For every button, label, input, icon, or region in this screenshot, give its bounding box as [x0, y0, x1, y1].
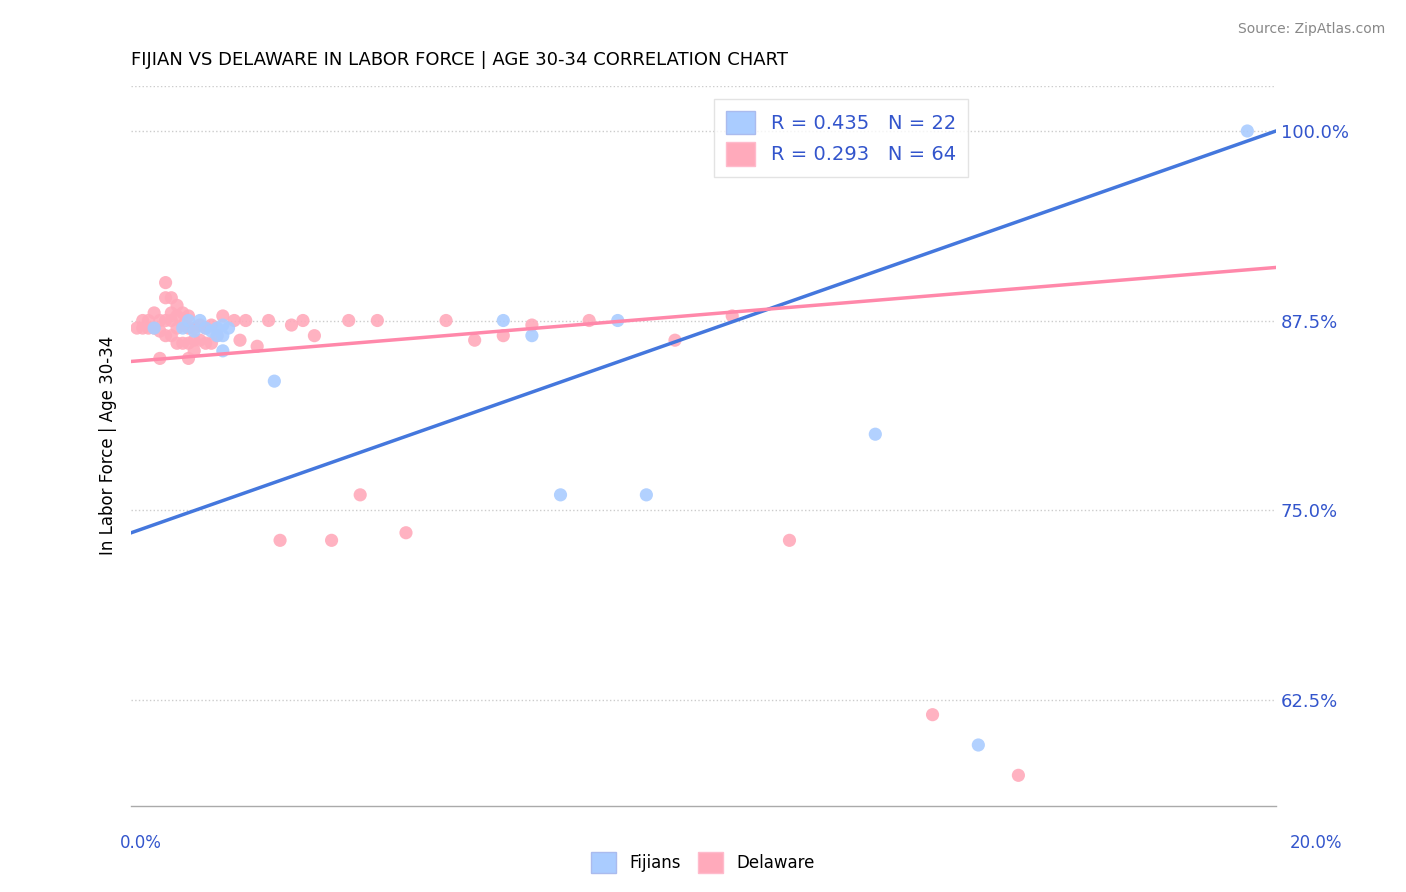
Point: [636, 488, 658, 502]
Legend: Fijians, Delaware: Fijians, Delaware: [585, 846, 821, 880]
Text: 20.0%: 20.0%: [1291, 834, 1343, 852]
Point: [194, 321, 217, 335]
Point: [778, 533, 800, 548]
Point: [149, 313, 172, 327]
Point: [721, 309, 744, 323]
Point: [218, 321, 240, 335]
Point: [205, 328, 228, 343]
Point: [177, 336, 200, 351]
Point: [188, 318, 211, 332]
Point: [921, 707, 943, 722]
Point: [257, 313, 280, 327]
Point: [172, 306, 194, 320]
Point: [143, 321, 166, 335]
Point: [550, 488, 572, 502]
Point: [194, 321, 217, 335]
Point: [246, 339, 269, 353]
Point: [606, 313, 628, 327]
Point: [520, 328, 543, 343]
Point: [205, 321, 228, 335]
Point: [967, 738, 990, 752]
Point: [143, 306, 166, 320]
Point: [366, 313, 388, 327]
Text: FIJIAN VS DELAWARE IN LABOR FORCE | AGE 30-34 CORRELATION CHART: FIJIAN VS DELAWARE IN LABOR FORCE | AGE …: [131, 51, 789, 69]
Point: [166, 298, 188, 312]
Point: [211, 309, 233, 323]
Point: [177, 309, 200, 323]
Point: [155, 313, 177, 327]
Point: [131, 313, 153, 327]
Point: [263, 374, 285, 388]
Point: [280, 318, 302, 332]
Point: [183, 333, 205, 347]
Point: [1007, 768, 1029, 782]
Point: [155, 291, 177, 305]
Point: [211, 328, 233, 343]
Point: [337, 313, 360, 327]
Point: [155, 328, 177, 343]
Point: [149, 351, 172, 366]
Point: [578, 313, 600, 327]
Point: [200, 336, 222, 351]
Point: [520, 318, 543, 332]
Point: [664, 333, 686, 347]
Point: [125, 321, 148, 335]
Point: [172, 336, 194, 351]
Y-axis label: In Labor Force | Age 30-34: In Labor Force | Age 30-34: [100, 336, 117, 555]
Point: [160, 328, 183, 343]
Point: [492, 313, 515, 327]
Text: 0.0%: 0.0%: [120, 834, 162, 852]
Point: [211, 318, 233, 332]
Point: [291, 313, 314, 327]
Point: [434, 313, 457, 327]
Point: [188, 333, 211, 347]
Point: [131, 321, 153, 335]
Point: [172, 318, 194, 332]
Point: [138, 321, 160, 335]
Point: [166, 336, 188, 351]
Point: [138, 313, 160, 327]
Point: [160, 291, 183, 305]
Point: [172, 321, 194, 335]
Text: Source: ZipAtlas.com: Source: ZipAtlas.com: [1237, 22, 1385, 37]
Point: [229, 333, 252, 347]
Point: [149, 324, 172, 338]
Point: [211, 343, 233, 358]
Legend: R = 0.435   N = 22, R = 0.293   N = 64: R = 0.435 N = 22, R = 0.293 N = 64: [714, 99, 967, 178]
Point: [143, 321, 166, 335]
Point: [269, 533, 291, 548]
Point: [304, 328, 326, 343]
Point: [464, 333, 486, 347]
Point: [183, 343, 205, 358]
Point: [177, 321, 200, 335]
Point: [492, 328, 515, 343]
Point: [188, 313, 211, 327]
Point: [205, 328, 228, 343]
Point: [166, 321, 188, 335]
Point: [183, 321, 205, 335]
Point: [1236, 124, 1258, 138]
Point: [177, 313, 200, 327]
Point: [160, 313, 183, 327]
Point: [395, 525, 418, 540]
Point: [349, 488, 371, 502]
Point: [177, 351, 200, 366]
Point: [183, 324, 205, 338]
Point: [200, 324, 222, 338]
Point: [321, 533, 343, 548]
Point: [200, 318, 222, 332]
Point: [865, 427, 887, 442]
Point: [166, 309, 188, 323]
Point: [155, 276, 177, 290]
Point: [224, 313, 246, 327]
Point: [235, 313, 257, 327]
Point: [194, 336, 217, 351]
Point: [160, 306, 183, 320]
